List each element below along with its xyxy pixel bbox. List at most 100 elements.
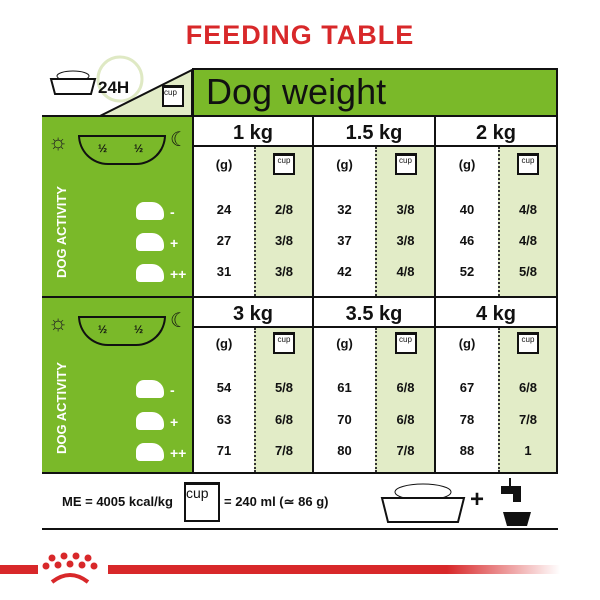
split-label: ½ bbox=[98, 143, 108, 155]
grams-value: 52 bbox=[459, 264, 475, 279]
cups-value: 3/8 bbox=[274, 264, 294, 279]
activity-sign: ++ bbox=[170, 266, 187, 282]
split-label: ½ bbox=[134, 143, 144, 155]
dog-silhouette-icon bbox=[136, 264, 164, 282]
cups-value: 4/8 bbox=[518, 233, 538, 248]
cup-icon: cup bbox=[394, 153, 417, 175]
brand-stripe bbox=[0, 565, 38, 574]
grams-value: 32 bbox=[337, 202, 352, 217]
weight-column: 1 kg (g) 24 27 31 cup 2/8 3/8 3/8 bbox=[192, 115, 312, 296]
cups-value: 7/8 bbox=[274, 443, 294, 458]
cups-value: 4/8 bbox=[396, 264, 415, 279]
grams-header: (g) bbox=[215, 157, 233, 172]
weight-header: 4 kg bbox=[436, 296, 556, 328]
grams-value: 40 bbox=[459, 202, 475, 217]
grams-subcolumn: (g) 24 27 31 bbox=[194, 147, 254, 296]
grams-value: 24 bbox=[216, 202, 232, 217]
weight-header: 3 kg bbox=[194, 296, 312, 328]
grams-value: 42 bbox=[337, 264, 352, 279]
weight-header: 1.5 kg bbox=[314, 115, 434, 147]
activity-panel: ☼ ½ ½ ☾ DOG ACTIVITY - + ++ bbox=[42, 115, 192, 296]
activity-sign: - bbox=[170, 382, 175, 398]
grams-value: 31 bbox=[216, 264, 232, 279]
dog-silhouette-icon bbox=[136, 233, 164, 251]
grams-subcolumn: (g) 40 46 52 bbox=[436, 147, 498, 296]
weight-column: 4 kg (g) 67 78 88 cup 6/8 7/8 1 bbox=[434, 296, 558, 472]
cup-icon: cup bbox=[517, 332, 539, 354]
moon-icon: ☾ bbox=[170, 129, 188, 151]
weight-column: 3 kg (g) 54 63 71 cup 5/8 6/8 7/8 bbox=[192, 296, 312, 472]
weight-column: 3.5 kg (g) 61 70 80 cup 6/8 6/8 7/8 bbox=[312, 296, 434, 472]
cups-value: 7/8 bbox=[396, 443, 415, 458]
activity-sign: + bbox=[170, 414, 179, 430]
cups-value: 6/8 bbox=[518, 380, 538, 395]
cups-header: cup bbox=[377, 330, 434, 354]
grams-value: 46 bbox=[459, 233, 475, 248]
water-tap-icon bbox=[501, 478, 531, 526]
split-label: ½ bbox=[98, 324, 108, 336]
clock-icon bbox=[96, 55, 144, 103]
grams-value: 70 bbox=[337, 412, 352, 427]
split-label: ½ bbox=[134, 324, 144, 336]
weight-header: 2 kg bbox=[436, 115, 556, 147]
grams-value: 80 bbox=[337, 443, 352, 458]
cups-header: cup bbox=[500, 330, 556, 354]
food-bowl-icon bbox=[380, 483, 466, 523]
grams-value: 63 bbox=[216, 412, 232, 427]
activity-label: DOG ACTIVITY bbox=[54, 362, 69, 454]
grams-value: 67 bbox=[459, 380, 475, 395]
grams-subcolumn: (g) 61 70 80 bbox=[314, 328, 375, 472]
grams-value: 54 bbox=[216, 380, 232, 395]
cups-value: 3/8 bbox=[396, 202, 415, 217]
royal-canin-crown-logo bbox=[42, 552, 98, 584]
moon-icon: ☾ bbox=[170, 310, 188, 332]
cup-icon: cup bbox=[273, 332, 295, 354]
cups-header: cup bbox=[256, 151, 312, 175]
cup-icon: cup bbox=[394, 332, 417, 354]
cups-value: 4/8 bbox=[518, 202, 538, 217]
cups-subcolumn: cup 6/8 6/8 7/8 bbox=[375, 328, 434, 472]
cups-value: 2/8 bbox=[274, 202, 294, 217]
weight-column: 2 kg (g) 40 46 52 cup 4/8 4/8 5/8 bbox=[434, 115, 558, 296]
cup-icon: cup bbox=[517, 153, 539, 175]
food-bowl-icon bbox=[49, 70, 97, 95]
cups-subcolumn: cup 3/8 3/8 4/8 bbox=[375, 147, 434, 296]
cups-header: cup bbox=[500, 151, 556, 175]
page-title: FEEDING TABLE bbox=[185, 20, 415, 50]
grams-header: (g) bbox=[458, 336, 476, 351]
cups-value: 3/8 bbox=[274, 233, 294, 248]
dog-silhouette-icon bbox=[136, 412, 164, 430]
grams-value: 27 bbox=[216, 233, 232, 248]
cups-value: 6/8 bbox=[396, 380, 415, 395]
grams-subcolumn: (g) 54 63 71 bbox=[194, 328, 254, 472]
dog-weight-header: Dog weight bbox=[192, 68, 558, 115]
weight-column: 1.5 kg (g) 32 37 42 cup 3/8 3/8 4/8 bbox=[312, 115, 434, 296]
cup-equivalence: = 240 ml (≃ 86 g) bbox=[224, 494, 329, 509]
sun-icon: ☼ bbox=[48, 129, 69, 154]
grams-header: (g) bbox=[458, 157, 476, 172]
plus-sign: + bbox=[470, 486, 485, 513]
cups-value: 7/8 bbox=[518, 412, 538, 427]
cups-subcolumn: cup 4/8 4/8 5/8 bbox=[498, 147, 556, 296]
cup-icon: cup bbox=[273, 153, 295, 175]
cups-header: cup bbox=[377, 151, 434, 175]
weight-header: 1 kg bbox=[194, 115, 312, 147]
cups-subcolumn: cup 5/8 6/8 7/8 bbox=[254, 328, 312, 472]
cups-value: 6/8 bbox=[396, 412, 415, 427]
activity-sign: + bbox=[170, 235, 179, 251]
activity-label: DOG ACTIVITY bbox=[54, 186, 69, 278]
grams-header: (g) bbox=[215, 336, 233, 351]
energy-label: ME = 4005 kcal/kg bbox=[62, 494, 173, 509]
grams-value: 37 bbox=[337, 233, 352, 248]
weight-header: 3.5 kg bbox=[314, 296, 434, 328]
brand-stripe bbox=[108, 565, 560, 574]
footer: ME = 4005 kcal/kg cup = 240 ml (≃ 86 g) … bbox=[42, 472, 558, 530]
activity-panel: ☼ ½ ½ ☾ DOG ACTIVITY - + ++ bbox=[42, 296, 192, 472]
dog-silhouette-icon bbox=[136, 380, 164, 398]
grams-value: 71 bbox=[216, 443, 232, 458]
cups-value: 5/8 bbox=[274, 380, 294, 395]
cups-value: 3/8 bbox=[396, 233, 415, 248]
grams-value: 88 bbox=[459, 443, 475, 458]
cups-value: 1 bbox=[524, 443, 532, 458]
